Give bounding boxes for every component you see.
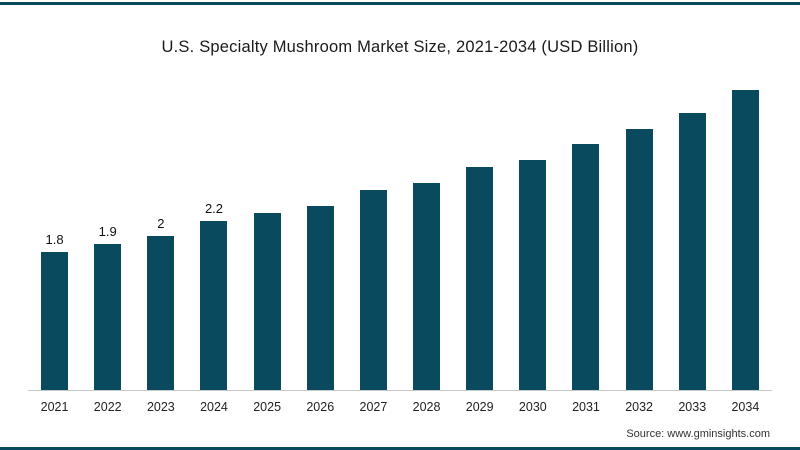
bar-value-label: 2	[157, 216, 165, 231]
bar	[359, 190, 387, 390]
bar	[200, 221, 228, 390]
bar-column	[453, 147, 506, 390]
x-axis-tick-label: 2028	[412, 400, 441, 414]
x-axis-tick-label: 2032	[625, 400, 654, 414]
bar-chart: 1.8 1.9 2 2.2 2021 2022 2023 2024 2025 2026 2027 2…	[28, 75, 772, 414]
bar	[94, 244, 122, 390]
x-axis-tick-label: 2025	[253, 400, 282, 414]
x-axis-tick-label: 2034	[731, 400, 760, 414]
bar-column: 2.2	[187, 201, 240, 390]
top-border-rule	[0, 2, 800, 5]
bar-column	[506, 140, 559, 390]
chart-title: U.S. Specialty Mushroom Market Size, 202…	[161, 38, 639, 56]
x-axis-tick-label: 2024	[200, 400, 228, 414]
bar-column	[347, 170, 400, 390]
bar-value-label: 1.8	[45, 232, 64, 247]
bar	[306, 206, 334, 390]
bar	[572, 144, 600, 390]
bar	[731, 90, 759, 390]
bar-column	[666, 93, 719, 390]
x-axis-tick-label: 2031	[572, 400, 600, 414]
bar-column	[400, 163, 453, 390]
x-axis-tick-label: 2021	[40, 400, 69, 414]
bar-column	[241, 193, 294, 390]
bar	[41, 252, 69, 390]
x-axis-tick-label: 2022	[93, 400, 122, 414]
bar	[625, 129, 653, 390]
bar-column: 2	[134, 216, 187, 390]
bar-column	[559, 124, 612, 390]
bar	[678, 113, 706, 390]
bar-column	[613, 109, 666, 390]
bar-value-label: 2.2	[204, 201, 224, 216]
bar-column: 1.8	[28, 232, 81, 390]
bar-value-label: 1.9	[98, 224, 117, 239]
bars-container: 1.8 1.9 2 2.2	[28, 75, 772, 391]
bar	[413, 183, 441, 390]
source-attribution: Source: www.gminsights.com	[626, 428, 770, 440]
bar	[253, 213, 281, 390]
x-axis-tick-label: 2023	[146, 400, 175, 414]
x-axis-tick-label: 2027	[359, 400, 388, 414]
bottom-border-rule	[0, 447, 800, 450]
x-axis-tick-label: 2029	[465, 400, 494, 414]
x-axis-tick-label: 2030	[518, 400, 547, 414]
x-axis-labels: 2021 2022 2023 2024 2025 2026 2027 2028 2029 2030…	[28, 391, 772, 414]
x-axis-tick-label: 2026	[306, 400, 335, 414]
bar-column	[719, 70, 772, 390]
bar	[147, 236, 175, 390]
bar-column: 1.9	[81, 224, 134, 390]
x-axis-tick-label: 2033	[678, 400, 707, 414]
bar-column	[294, 186, 347, 390]
bar	[466, 167, 494, 390]
bar	[519, 160, 547, 390]
